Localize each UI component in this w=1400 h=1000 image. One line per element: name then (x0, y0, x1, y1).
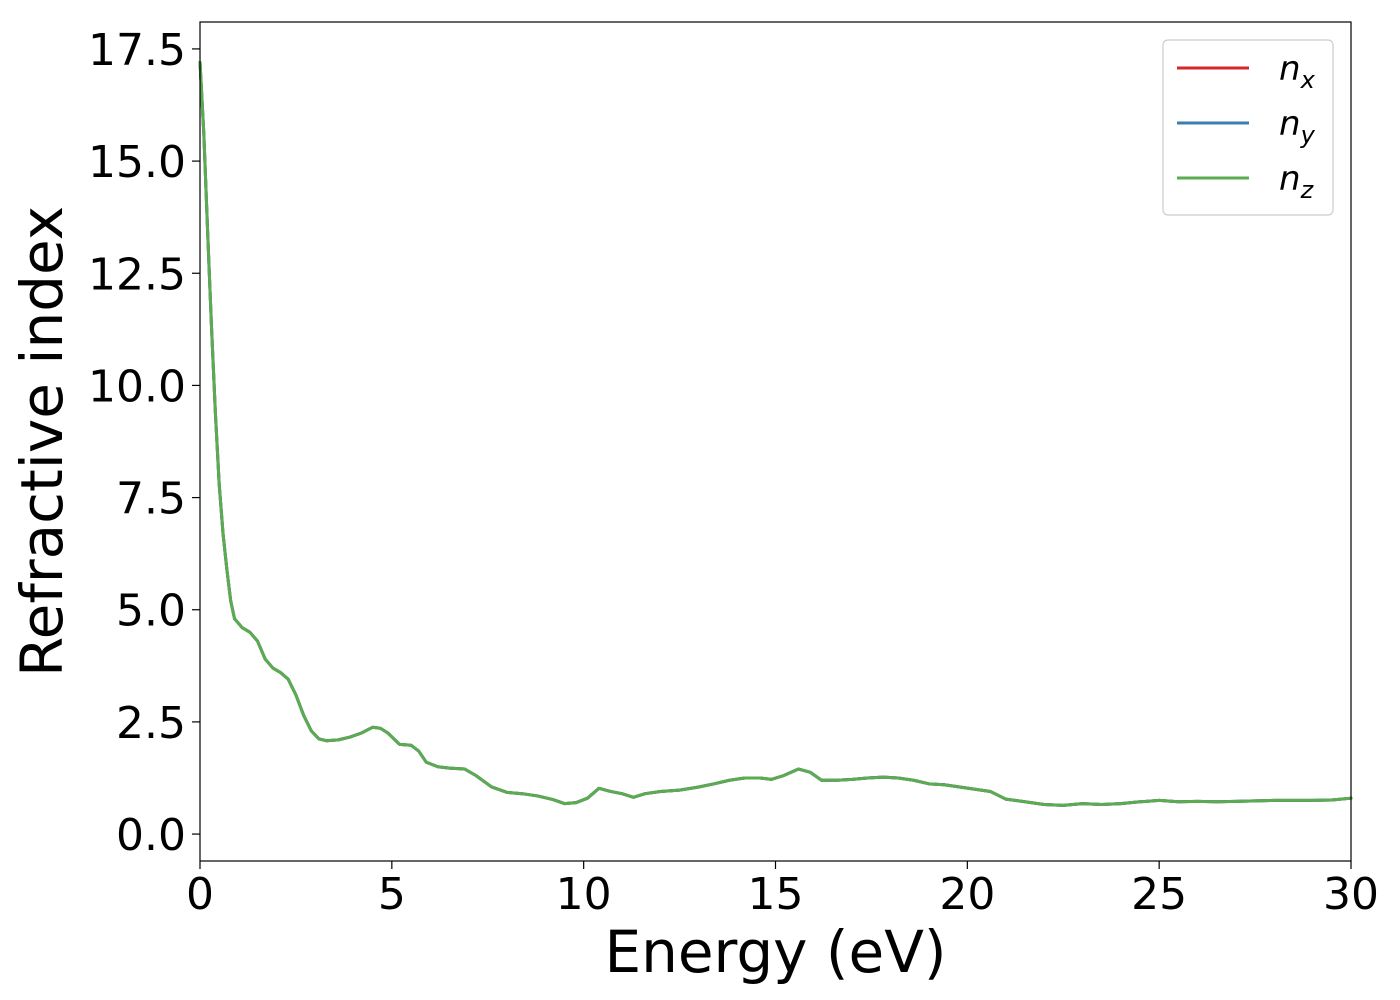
axes-layer: 0 5 10 15 20 25 30 0.0 2.5 5.0 7.5 10.0 12.5 15.0 17.5 (88, 21, 1379, 920)
plot-area (200, 22, 1351, 861)
x-tick-label: 25 (1131, 869, 1187, 920)
x-tick-label: 10 (556, 869, 612, 920)
series-layer (198, 60, 1353, 807)
y-tick-label: 12.5 (88, 249, 186, 300)
x-axis-label: Energy (eV) (604, 918, 946, 986)
plot-background (200, 22, 1351, 861)
legend-box (1162, 39, 1334, 216)
legend-label-n-y: ny (1279, 104, 1316, 149)
y-tick-label: 2.5 (116, 698, 186, 749)
legend-label-n-z: nz (1279, 159, 1315, 204)
y-tick-label: 0.0 (116, 810, 186, 861)
y-axis-label: Refractive index (8, 206, 76, 677)
series-line-n-z (198, 60, 1353, 807)
x-tick-label: 5 (378, 869, 406, 920)
y-tick-label: 17.5 (88, 25, 186, 76)
legend-label-n-x: nx (1279, 49, 1316, 94)
x-tick-label: 0 (186, 869, 214, 920)
x-tick-label: 15 (748, 869, 804, 920)
y-tick-label: 15.0 (88, 137, 186, 188)
y-tick-label: 5.0 (116, 586, 186, 637)
x-tick-label: 20 (939, 869, 995, 920)
y-tick-label: 10.0 (88, 361, 186, 412)
legend: nx ny nz (1162, 39, 1334, 216)
x-tick-label: 30 (1323, 869, 1379, 920)
y-tick-label: 7.5 (116, 474, 186, 525)
